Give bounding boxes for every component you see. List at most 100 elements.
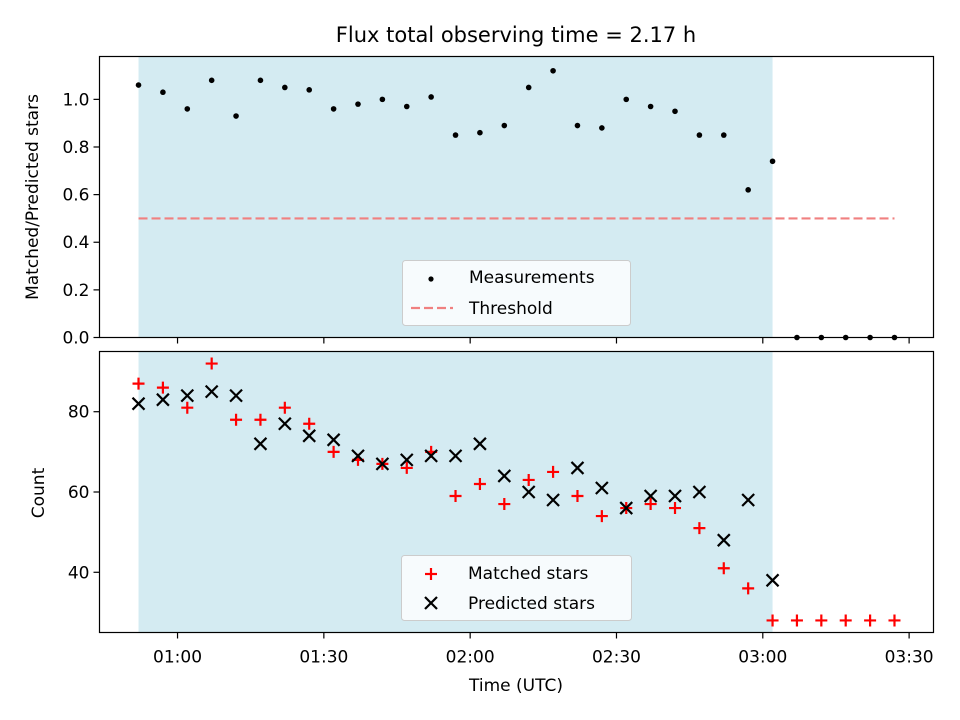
top-legend: Measurements Threshold — [402, 260, 631, 326]
predicted-star-point — [302, 429, 316, 443]
legend-predicted-label: Predicted stars — [468, 594, 595, 614]
matched-star-point — [498, 498, 511, 511]
measurement-point — [696, 132, 703, 138]
matched-star-point — [644, 498, 657, 511]
matched-star-point — [839, 614, 852, 627]
predicted-star-point — [375, 457, 390, 471]
top-y-tick-label: 0.6 — [62, 186, 89, 206]
legend-matched-label: Matched stars — [468, 564, 588, 584]
measurement-point — [379, 96, 386, 103]
matched-star-point — [230, 413, 243, 426]
matched-star-point — [449, 490, 462, 503]
matched-star-point — [327, 445, 340, 458]
measurement-point — [452, 132, 459, 138]
matched-star-point — [254, 413, 267, 426]
measurement-point — [306, 87, 313, 93]
predicted-star-point — [204, 384, 219, 399]
top-panel: 0.0 0.2 0.4 0.6 0.8 1.0 Matched/Predicted sta… — [23, 55, 935, 349]
top-y-tick-label: 1.0 — [62, 90, 89, 110]
matched-star-point — [864, 614, 877, 627]
top-y-axis: 0.0 0.2 0.4 0.6 0.8 1.0 — [62, 90, 100, 349]
measurement-point — [355, 101, 361, 107]
predicted-star-point — [326, 433, 341, 447]
predicted-star-point — [643, 489, 658, 503]
matched-star-point — [303, 417, 316, 430]
measurement-points — [135, 67, 898, 341]
bottom-y-tick-label: 80 — [68, 403, 90, 423]
predicted-star-point — [668, 489, 682, 503]
top-y-tick-label: 0.8 — [62, 138, 89, 158]
top-plot-frame — [98, 55, 935, 339]
matched-star-point — [766, 614, 779, 627]
measurement-point — [330, 106, 337, 112]
matched-star-point — [717, 562, 730, 575]
legend-threshold-label: Threshold — [468, 299, 553, 319]
matched-star-point — [571, 490, 584, 503]
measurement-point — [135, 82, 142, 88]
predicted-star-point — [595, 481, 609, 495]
measurement-point — [477, 129, 483, 136]
matched-star-point — [693, 522, 706, 535]
measurement-point — [891, 334, 898, 341]
matched-star-point — [156, 381, 169, 394]
x-axis-label: Time (UTC) — [468, 676, 563, 696]
predicted-star-point — [278, 416, 292, 431]
predicted-star-point — [692, 485, 707, 499]
predicted-star-point — [570, 461, 585, 475]
predicted-star-point — [619, 501, 634, 515]
measurement-point — [720, 132, 727, 138]
predicted-star-point — [546, 493, 560, 507]
predicted-star-point — [765, 573, 780, 588]
top-y-tick-label: 0.4 — [62, 233, 89, 253]
bottom-legend-box — [401, 555, 632, 621]
matched-star-point — [205, 357, 218, 370]
chart-title: Flux total observing time = 2.17 h — [336, 23, 696, 47]
legend-measurements-label: Measurements — [469, 268, 595, 288]
top-x-ticks — [176, 337, 910, 344]
x-tick-label: 01:00 — [153, 648, 202, 668]
bottom-y-tick-label: 40 — [68, 563, 90, 583]
matched-star-point — [181, 401, 194, 414]
measurement-point — [282, 84, 288, 91]
predicted-star-point — [180, 388, 195, 403]
top-y-axis-label: Matched/Predicted stars — [23, 94, 43, 300]
bottom-y-tick-label: 60 — [68, 483, 90, 503]
matched-star-point — [547, 465, 560, 478]
matched-star-point — [400, 461, 413, 474]
predicted-star-point — [351, 449, 365, 463]
x-tick-label: 02:30 — [592, 648, 641, 668]
measurement-point — [867, 334, 873, 341]
measurement-point — [403, 103, 410, 110]
predicted-star-point — [399, 453, 414, 467]
top-y-tick-label: 0.0 — [62, 329, 89, 349]
predicted-star-point — [131, 396, 146, 411]
matched-star-point — [790, 614, 803, 627]
measurement-point — [842, 334, 849, 341]
top-legend-box — [402, 260, 631, 326]
measurement-point — [208, 77, 215, 84]
x-tick-label: 03:00 — [738, 648, 787, 668]
predicted-star-point — [473, 437, 487, 451]
predicted-star-point — [448, 449, 463, 463]
matched-star-point — [815, 614, 828, 627]
measurement-point — [501, 122, 508, 129]
measurement-point — [257, 77, 264, 84]
matched-star-point — [888, 614, 901, 627]
predicted-star-point — [424, 449, 438, 463]
matched-star-point — [595, 510, 608, 523]
predicted-star-point — [253, 437, 268, 451]
measurement-point — [745, 187, 751, 193]
measurement-point — [233, 113, 239, 119]
measurement-point — [769, 158, 776, 165]
x-tick-label: 01:30 — [299, 648, 348, 668]
measurement-point — [550, 67, 556, 74]
matched-star-point — [522, 473, 535, 486]
matched-star-point — [669, 502, 682, 515]
top-y-tick-label: 0.2 — [62, 281, 89, 301]
bottom-points — [131, 357, 901, 627]
measurement-point — [525, 84, 532, 91]
matched-star-point — [278, 401, 291, 414]
measurement-point — [599, 125, 605, 131]
legend-matched-marker — [425, 568, 437, 580]
